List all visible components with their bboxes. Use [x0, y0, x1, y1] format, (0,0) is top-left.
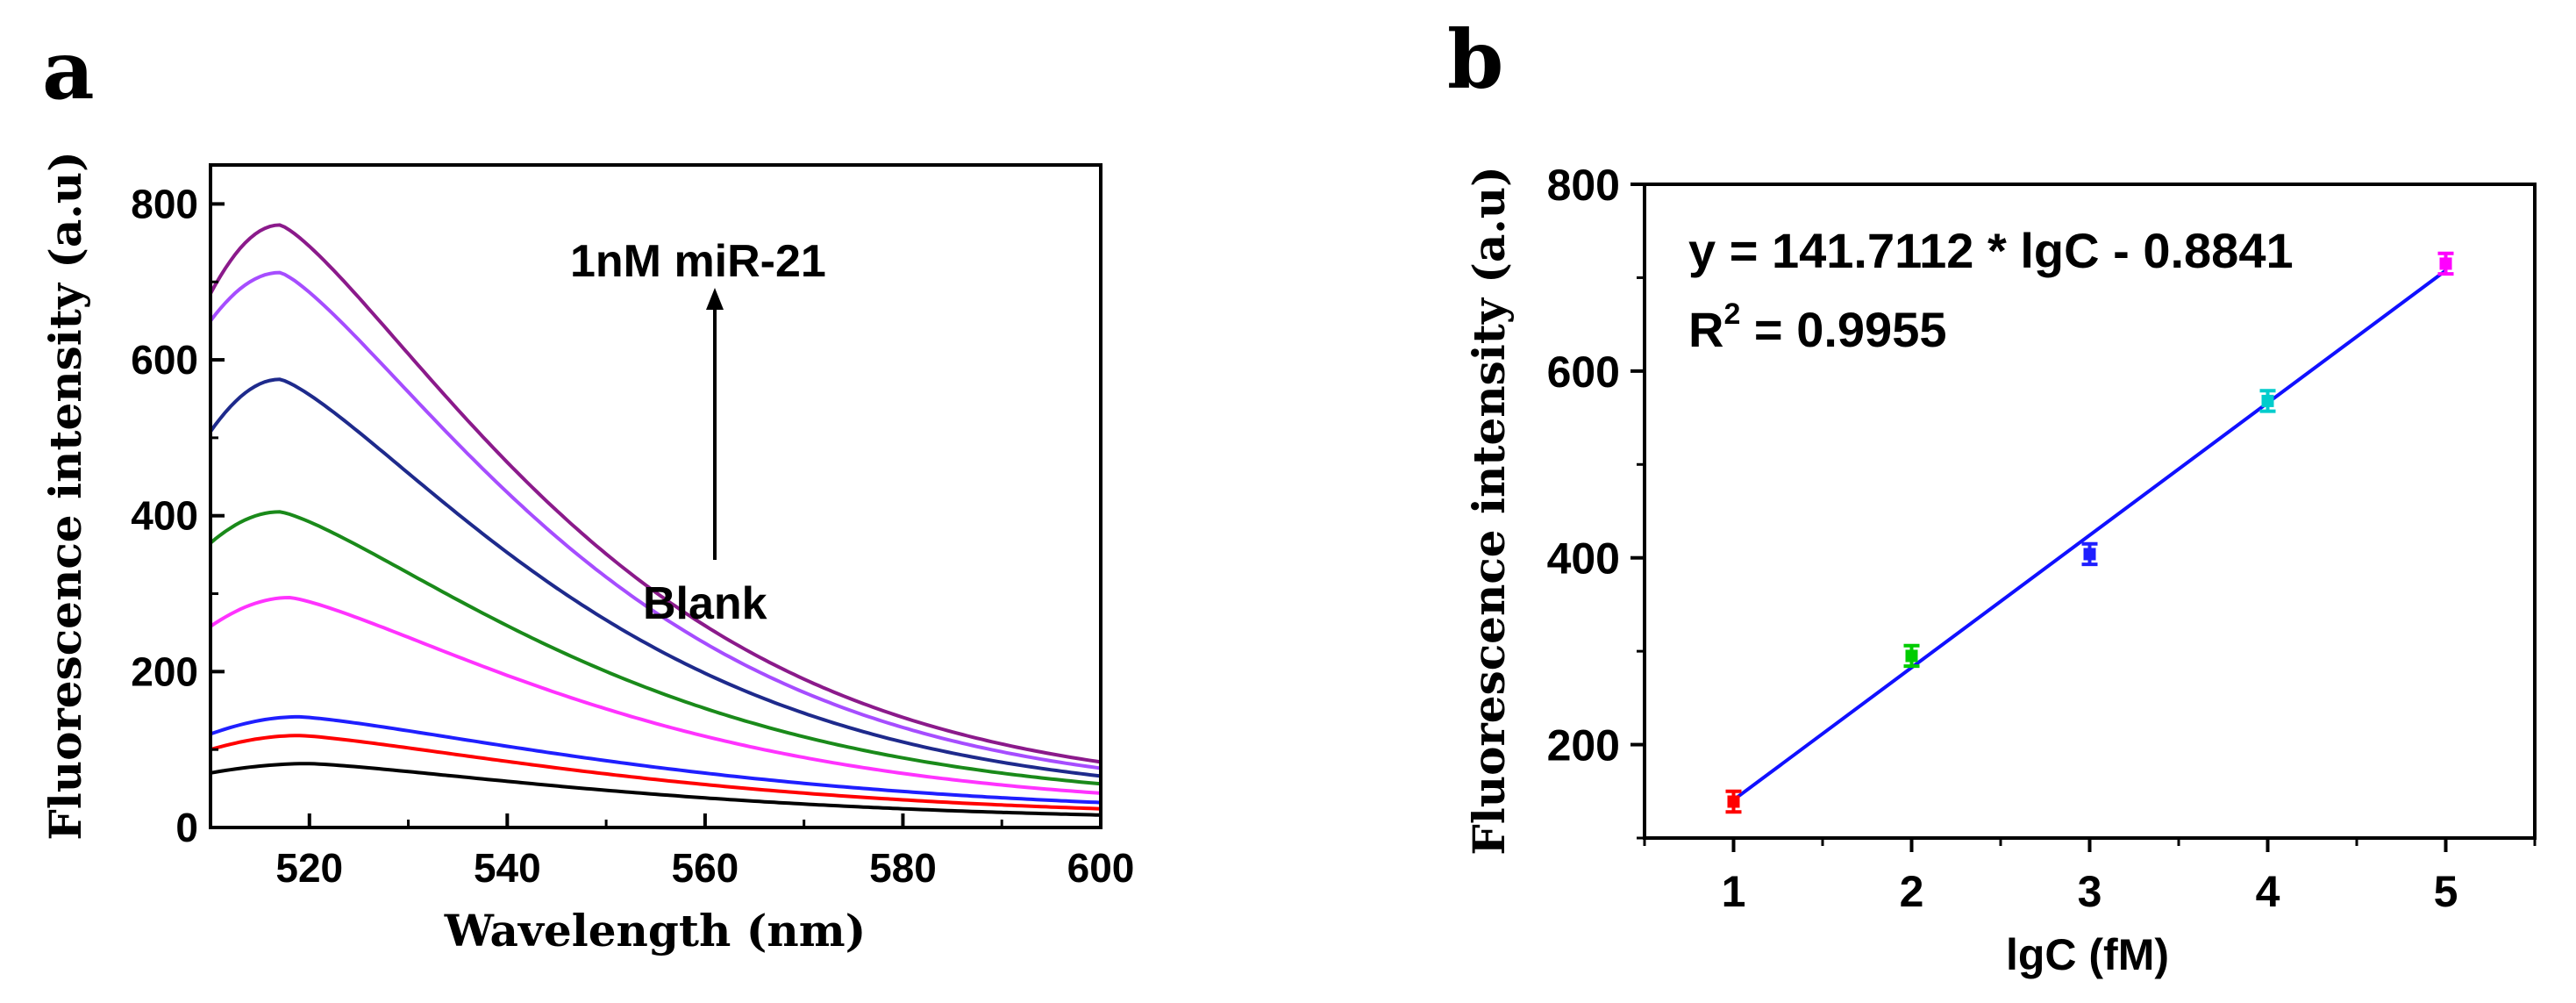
- y-tick-label-a: 200: [131, 648, 198, 694]
- y-tick-label-b: 200: [1547, 721, 1620, 770]
- data-point: [2437, 251, 2454, 276]
- annotation-bottom: Blank: [643, 578, 767, 629]
- spectrum-line-1nM-miR-21: [209, 223, 1102, 764]
- spectra-lines: [209, 223, 1102, 817]
- plot-frame-b: [1643, 183, 2537, 840]
- spectrum-line-5: [209, 510, 1102, 786]
- axis-ticks-b: 1 2 3 4 5 200 400 600 800: [1547, 161, 2537, 916]
- r2-value: = 0.9955: [1740, 302, 1946, 357]
- plot-frame-a: [209, 163, 1102, 829]
- spectrum-line-3: [210, 714, 1102, 805]
- fit-equation: y = 141.7112 * lgC - 0.8841: [1688, 223, 2294, 278]
- x-tick-label-b: 3: [2078, 867, 2102, 916]
- point-marker: [2439, 257, 2452, 270]
- annotation-top: 1nM miR-21: [570, 236, 826, 287]
- data-point: [1725, 789, 1742, 814]
- data-point: [1903, 643, 1920, 669]
- axis-ticks-a: 520 540 560 580 600 0 200 400 600 800: [131, 181, 1134, 891]
- calibration-chart: 1 2 3 4 5 200 400 600 800 y = 141.7112 * lgC - 0…: [1463, 161, 2537, 979]
- data-point: [2081, 541, 2098, 567]
- x-tick-label-b: 2: [1900, 867, 1924, 916]
- spectrum-line-7: [209, 270, 1102, 770]
- y-axis-title-a: Fluorescence intensity (a.u): [39, 151, 91, 841]
- data-points: [1725, 251, 2454, 814]
- x-axis-title-b: lgC (fM): [2006, 930, 2169, 979]
- x-tick-label-a: 520: [275, 845, 343, 891]
- y-tick-label-a: 400: [131, 493, 198, 539]
- panel-b-label: b: [1447, 12, 1503, 107]
- spectrum-line-2: [210, 734, 1102, 811]
- fit-line: [1732, 269, 2447, 802]
- y-tick-label-b: 800: [1547, 161, 1620, 210]
- y-tick-label-a: 600: [131, 337, 198, 383]
- r-squared: R2 = 0.9955: [1688, 297, 1946, 357]
- spectrum-line-Blank: [210, 762, 1102, 817]
- y-tick-label-a: 0: [175, 805, 198, 850]
- x-axis-title-a: Wavelength (nm): [444, 905, 867, 956]
- point-marker: [2261, 394, 2274, 407]
- y-tick-label-b: 400: [1547, 534, 1620, 584]
- y-tick-label-b: 600: [1547, 347, 1620, 397]
- x-tick-label-a: 560: [672, 845, 739, 891]
- point-marker: [1727, 795, 1740, 808]
- point-marker: [2083, 548, 2096, 561]
- r2-superscript: 2: [1723, 297, 1740, 331]
- spectrum-line-6: [209, 377, 1102, 778]
- point-marker: [1905, 649, 1918, 663]
- y-tick-label-a: 800: [131, 181, 198, 226]
- x-tick-label-a: 540: [474, 845, 541, 891]
- spectrum-line-4: [209, 595, 1102, 795]
- x-tick-label-b: 4: [2256, 867, 2280, 916]
- regression-line: [1732, 269, 2447, 802]
- panel-a-label: a: [42, 23, 95, 118]
- x-tick-label-b: 5: [2434, 867, 2458, 916]
- y-axis-title-b: Fluorescence intensity (a.u): [1463, 166, 1515, 856]
- x-tick-label-a: 580: [869, 845, 937, 891]
- x-tick-label-b: 1: [1722, 867, 1746, 916]
- x-tick-label-a: 600: [1067, 845, 1135, 891]
- data-point: [2259, 389, 2276, 413]
- r2-letter: R: [1688, 302, 1723, 357]
- trend-arrow: [706, 288, 724, 560]
